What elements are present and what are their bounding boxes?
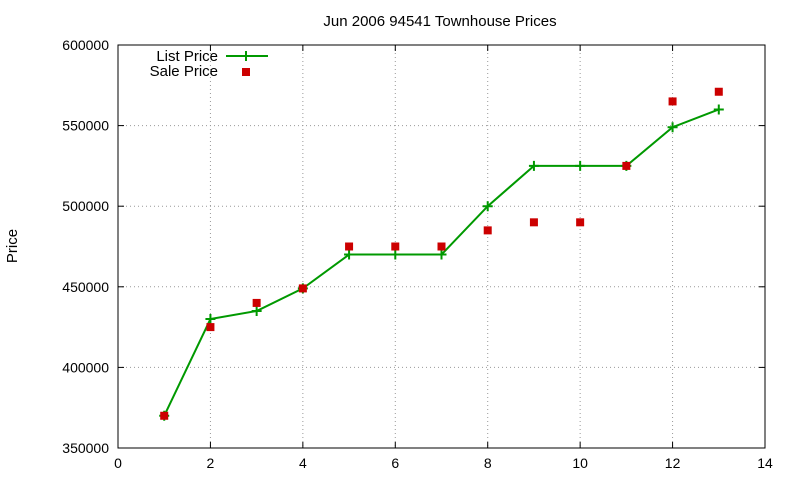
legend-label-sale-price: Sale Price: [150, 63, 218, 80]
series-sale-price: [160, 87, 723, 420]
data-point-sale-price: [483, 226, 492, 235]
data-point-sale-price: [668, 97, 677, 106]
legend: List Price Sale Price: [150, 48, 268, 80]
data-point-list-price: [528, 160, 539, 171]
data-point-sale-price: [160, 411, 169, 420]
x-tick-label: 8: [484, 455, 492, 471]
series: [159, 87, 724, 421]
data-point-sale-price: [345, 242, 354, 251]
data-point-list-price: [713, 104, 724, 115]
data-point-list-price: [344, 249, 355, 260]
data-point-sale-price: [529, 218, 538, 227]
legend-marker-list-price: [241, 51, 251, 61]
data-point-sale-price: [714, 87, 723, 96]
data-point-sale-price: [576, 218, 585, 227]
data-point-list-price: [482, 201, 493, 212]
x-tick-label: 2: [207, 455, 215, 471]
x-tick-label: 0: [114, 455, 122, 471]
series-line-list-price: [163, 108, 720, 417]
data-point-list-price: [667, 122, 678, 133]
series-list-price: [159, 104, 724, 421]
x-tick-label: 12: [665, 455, 681, 471]
legend-label-list-price: List Price: [156, 48, 218, 65]
data-point-sale-price: [622, 161, 631, 170]
axis-ticks: 0 2 4 6 8 10 12 14 350000 400000 450000 500000 55000…: [62, 37, 773, 471]
data-point-sale-price: [298, 284, 307, 293]
y-tick-label: 550000: [62, 118, 109, 134]
data-point-list-price: [251, 305, 262, 316]
y-tick-label: 500000: [62, 198, 109, 214]
y-tick-label: 450000: [62, 279, 109, 295]
x-tick-label: 14: [757, 455, 773, 471]
x-tick-label: 10: [572, 455, 588, 471]
data-point-list-price: [205, 314, 216, 325]
data-point-sale-price: [391, 242, 400, 251]
data-point-sale-price: [206, 323, 215, 332]
y-tick-label: 400000: [62, 359, 109, 375]
y-axis-label: Price: [4, 229, 21, 263]
plot-frame: [117, 44, 766, 449]
y-tick-label: 350000: [62, 440, 109, 456]
x-tick-label: 4: [299, 455, 307, 471]
data-point-sale-price: [437, 242, 446, 251]
legend-marker-sale-price: [242, 68, 250, 76]
data-point-list-price: [390, 249, 401, 260]
data-point-list-price: [436, 249, 447, 260]
x-tick-label: 6: [391, 455, 399, 471]
data-point-list-price: [575, 160, 586, 171]
chart-title: Jun 2006 94541 Townhouse Prices: [323, 13, 556, 30]
data-point-sale-price: [252, 298, 261, 307]
y-tick-label: 600000: [62, 37, 109, 53]
